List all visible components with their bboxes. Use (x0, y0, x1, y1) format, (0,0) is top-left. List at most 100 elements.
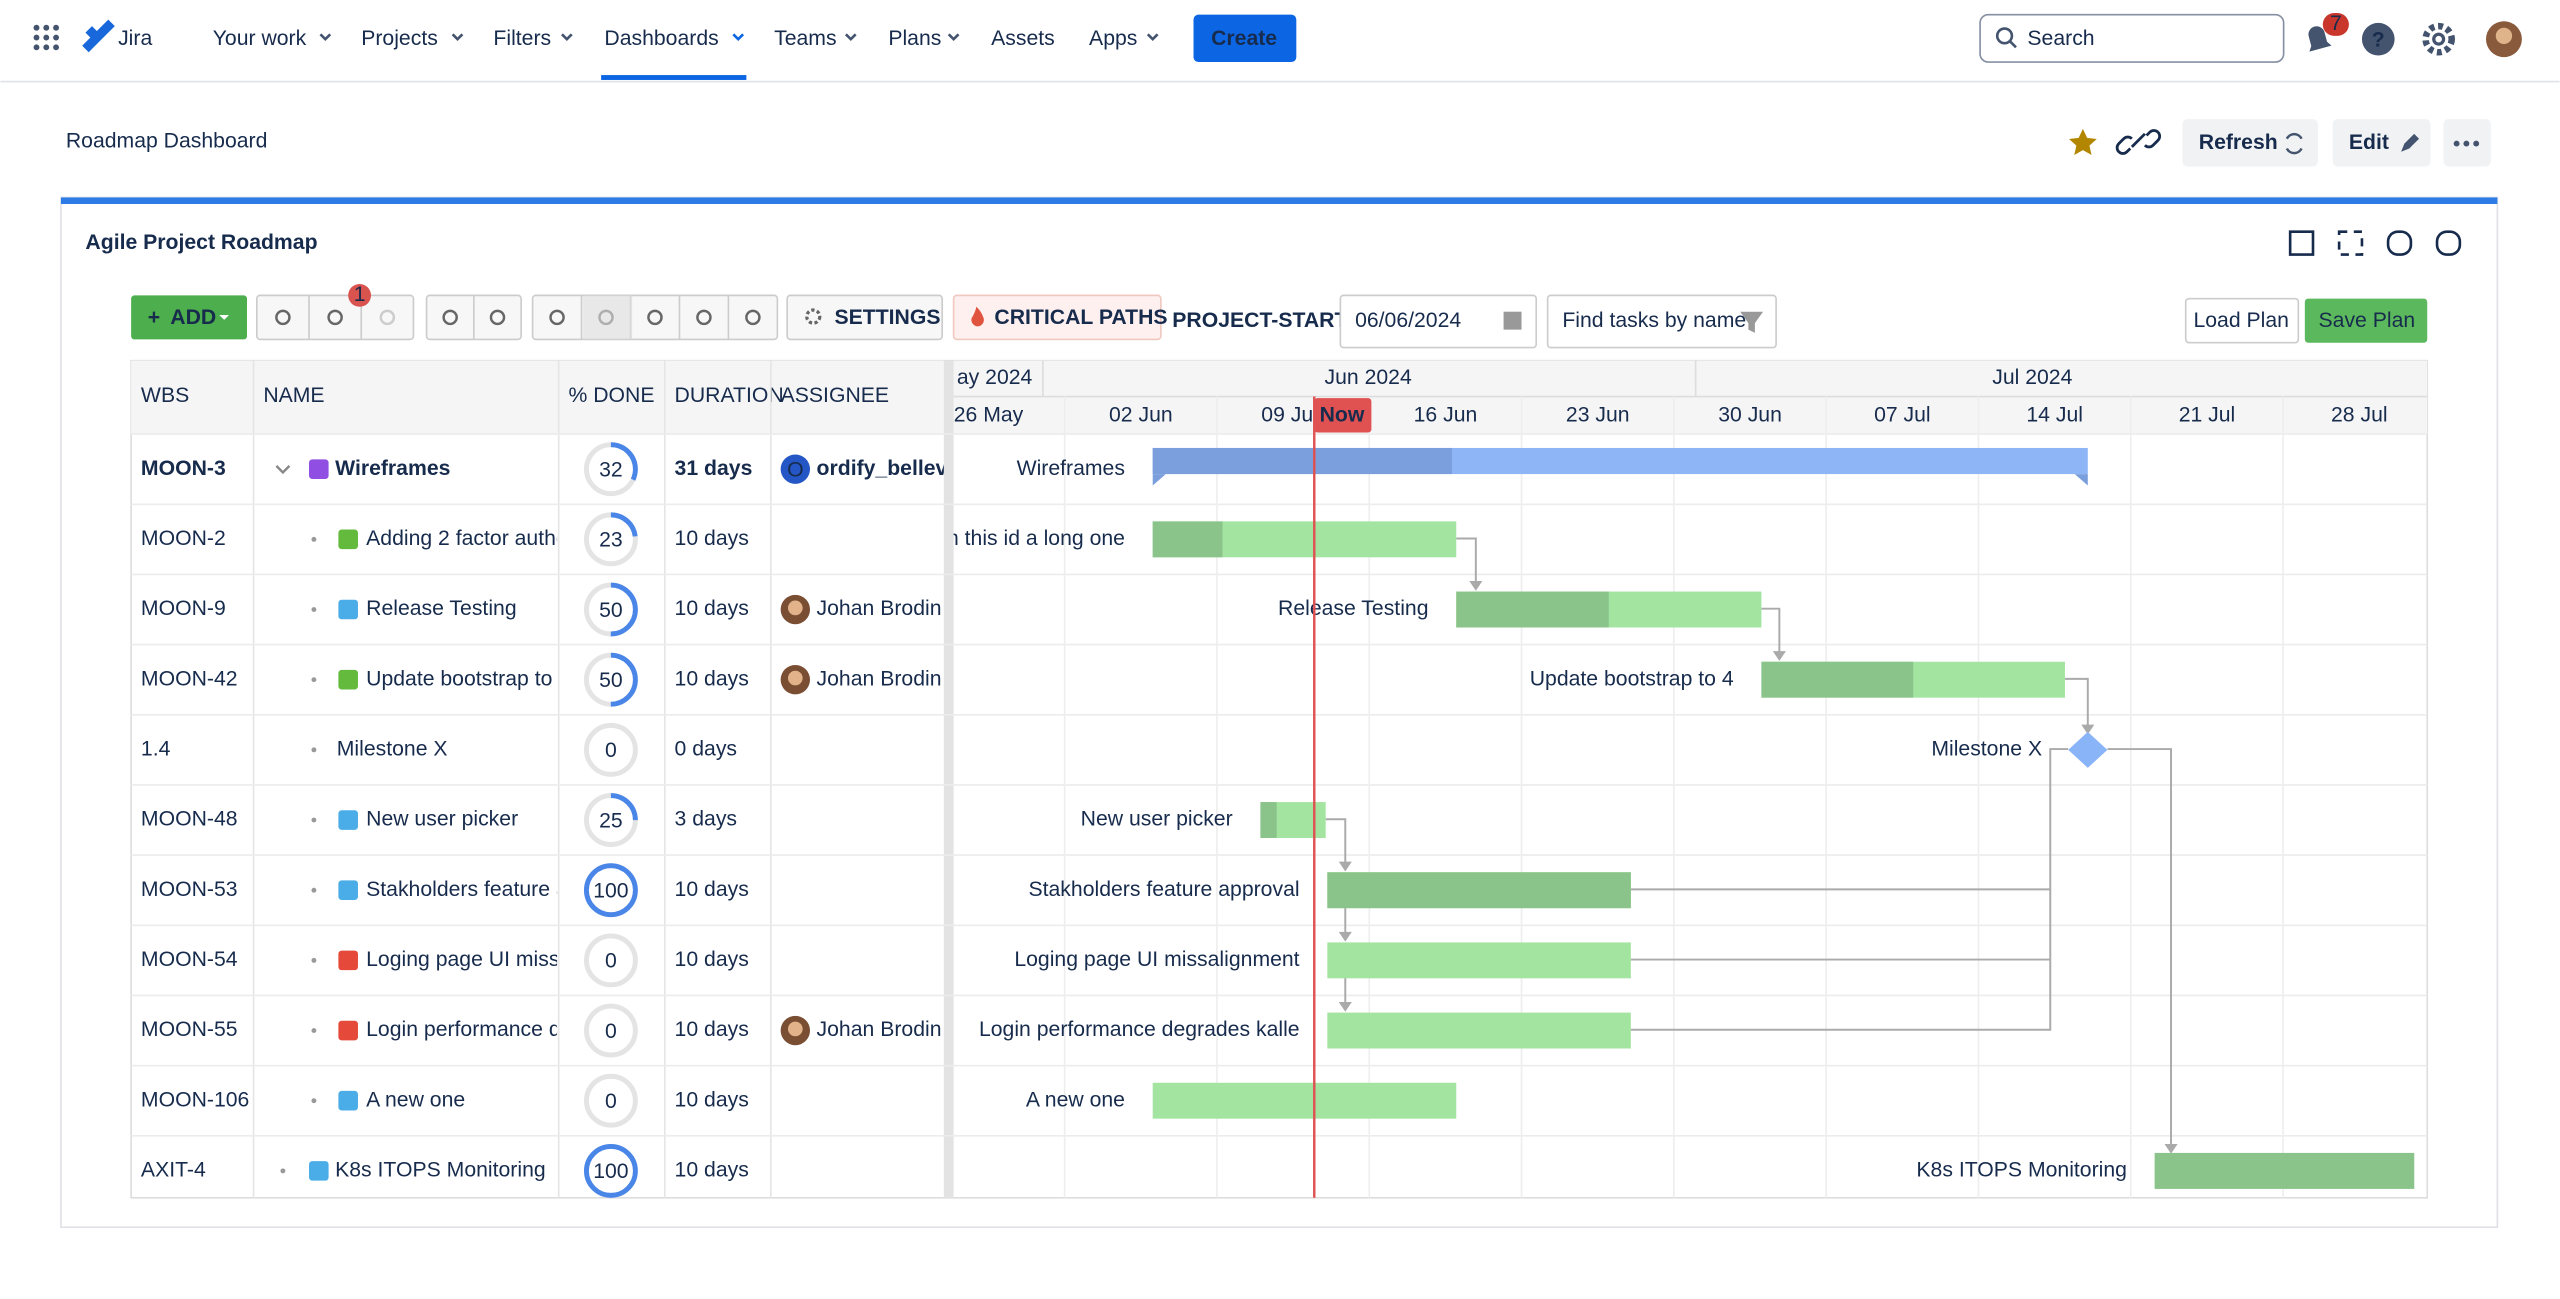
reload-icon[interactable] (2386, 230, 2413, 256)
dependency-arrow (1338, 931, 1352, 942)
grid-frame (130, 359, 2429, 1199)
tool-icon[interactable] (647, 309, 663, 326)
task-name[interactable]: Login performance deg (366, 1018, 584, 1041)
nav-item[interactable]: Projects (361, 27, 438, 50)
create-button[interactable] (1193, 14, 1297, 63)
settings-button[interactable] (786, 294, 944, 341)
nav-item[interactable]: Filters (493, 27, 551, 50)
wbs[interactable]: MOON-3 (141, 457, 226, 480)
edit-button[interactable] (2332, 119, 2431, 167)
find-input[interactable] (1546, 294, 1777, 349)
task-bar[interactable] (1327, 1012, 1631, 1049)
nav-item[interactable]: Apps (1089, 27, 1137, 50)
task-bar[interactable] (1327, 942, 1631, 979)
link-icon[interactable] (2115, 129, 2161, 155)
splitter (943, 360, 954, 1198)
tool-icon[interactable] (442, 309, 458, 326)
bar-label: Stakholders feature approval (1028, 878, 1299, 901)
wbs[interactable]: MOON-55 (141, 1018, 238, 1041)
refresh-label: Refresh (2199, 131, 2278, 154)
column-header: WBS (141, 384, 189, 407)
task-name[interactable]: Adding 2 factor authent (366, 527, 585, 550)
star-icon[interactable] (2069, 128, 2097, 156)
duration: 10 days (675, 667, 749, 690)
save-plan-button[interactable] (2304, 298, 2428, 343)
nav-item[interactable]: Dashboards (604, 27, 718, 50)
save-plan-label: Save Plan (2319, 309, 2416, 332)
flame-glyph (971, 306, 984, 327)
user-avatar-face (2495, 27, 2513, 45)
task-name[interactable]: Milestone X (337, 737, 448, 760)
task-name[interactable]: Release Testing (366, 597, 516, 620)
tool-icon[interactable] (379, 309, 396, 326)
settings-icon[interactable] (2422, 22, 2455, 56)
bell-icon[interactable] (2303, 24, 2332, 52)
task-name[interactable]: New user picker (366, 808, 518, 831)
tool-icon[interactable] (745, 309, 761, 326)
milestone[interactable] (2068, 731, 2108, 768)
tool-icon[interactable] (275, 309, 291, 326)
wbs[interactable]: MOON-9 (141, 597, 226, 620)
dependency-arrow (1338, 1001, 1352, 1012)
bar-label: A new one (1026, 1088, 1125, 1111)
critical-paths-button[interactable] (952, 294, 1162, 341)
task-name[interactable]: K8s ITOPS Monitoring (335, 1159, 546, 1182)
tool-icon[interactable] (549, 309, 565, 326)
help-glyph: ? (2372, 28, 2385, 51)
wbs[interactable]: MOON-106 (141, 1088, 249, 1111)
column-header: % DONE (568, 384, 654, 407)
fullscreen-icon[interactable] (2337, 230, 2364, 256)
task-name[interactable]: Wireframes (335, 457, 450, 480)
nav-item[interactable]: Teams (774, 27, 836, 50)
nav-item[interactable]: Your work (213, 27, 307, 50)
duration: 10 days (675, 1018, 749, 1041)
task-bar-done (1152, 447, 1452, 475)
nav-item[interactable]: Assets (991, 27, 1055, 50)
wbs[interactable]: MOON-54 (141, 948, 238, 971)
help-icon[interactable] (2361, 22, 2395, 56)
task-name[interactable]: Stakholders feature app (366, 878, 591, 901)
task-name[interactable]: Loging page UI missalig (366, 948, 592, 971)
notification-badge (2322, 13, 2349, 36)
expand-chevron[interactable] (275, 465, 291, 475)
tool-icon[interactable] (489, 309, 506, 326)
refresh-button[interactable] (2182, 119, 2318, 167)
minimize-icon[interactable] (2288, 230, 2315, 256)
tree-dot (311, 677, 317, 683)
link-icon[interactable] (2435, 230, 2462, 256)
wbs[interactable]: MOON-2 (141, 527, 226, 550)
task-name[interactable]: A new one (366, 1088, 465, 1111)
progress-track (583, 722, 638, 777)
tool-group (531, 294, 779, 341)
date-input[interactable] (1339, 294, 1538, 349)
duration: 10 days (675, 878, 749, 901)
dependency-arrow (2081, 724, 2095, 735)
timeline-header (953, 360, 2428, 435)
notification-count: 7 (2330, 12, 2342, 35)
percent-done: 0 (605, 739, 617, 762)
wbs[interactable]: MOON-48 (141, 808, 238, 831)
task-bar[interactable] (1152, 1082, 1457, 1119)
edit-label: Edit (2349, 131, 2389, 154)
week-label: 07 Jul (1874, 404, 1931, 427)
task-name[interactable]: Update bootstrap to 4 (366, 667, 570, 690)
wbs[interactable]: 1.4 (141, 737, 171, 760)
wbs[interactable]: MOON-42 (141, 667, 238, 690)
chevron (1146, 33, 1159, 42)
issue-type-icon (338, 529, 358, 550)
tree-dot (311, 887, 317, 893)
app-grid-dot (43, 44, 50, 51)
wbs[interactable]: AXIT-4 (141, 1159, 206, 1182)
task-bar-done (1761, 661, 1914, 698)
wbs[interactable]: MOON-53 (141, 878, 238, 901)
load-plan-button[interactable] (2184, 297, 2300, 344)
add-button[interactable] (131, 295, 248, 340)
search-box[interactable] (1979, 13, 2285, 63)
tool-icon[interactable] (696, 309, 712, 326)
table-header (131, 360, 944, 435)
tool-icon[interactable] (327, 309, 343, 326)
nav-item[interactable]: Plans (888, 27, 941, 50)
undo-badge (348, 283, 372, 307)
assignee: Johan Brodin (817, 667, 942, 690)
progress-ring (583, 793, 638, 847)
